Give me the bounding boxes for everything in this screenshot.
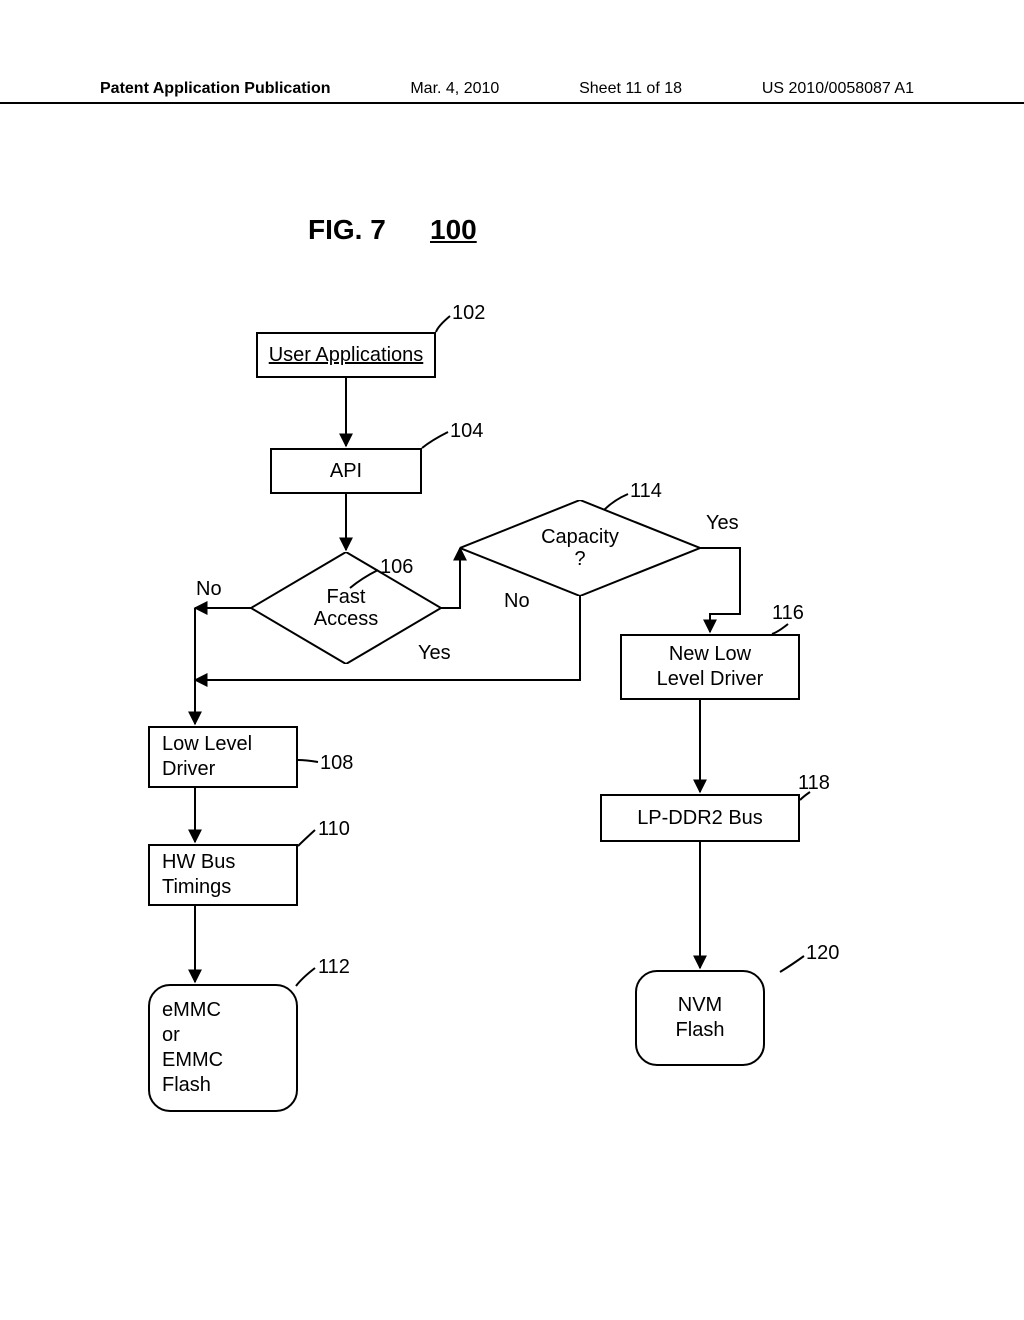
node-lpddr2-bus: LP-DDR2 Bus — [600, 794, 800, 842]
node-user-applications-label: User Applications — [269, 343, 424, 368]
node-new-low-level-driver: New Low Level Driver — [620, 634, 800, 700]
label-no-capacity: No — [504, 590, 530, 613]
header-publication: Patent Application Publication — [100, 80, 331, 98]
figure-title: FIG. 7 — [308, 214, 386, 246]
ref-118: 118 — [798, 772, 830, 795]
node-api-label: API — [330, 459, 362, 484]
ref-110: 110 — [318, 818, 350, 841]
header-date: Mar. 4, 2010 — [410, 80, 499, 98]
node-nvm-flash: NVM Flash — [635, 970, 765, 1066]
node-capacity: Capacity ? — [460, 500, 700, 596]
label-yes-capacity: Yes — [706, 512, 739, 535]
node-low-level-driver: Low Level Driver — [148, 726, 298, 788]
ref-102: 102 — [452, 302, 485, 325]
node-emmc-flash: eMMC or EMMC Flash — [148, 984, 298, 1112]
page-header: Patent Application Publication Mar. 4, 2… — [0, 80, 1024, 104]
node-nvm-flash-label: NVM Flash — [676, 993, 725, 1043]
ref-112: 112 — [318, 956, 350, 979]
node-user-applications: User Applications — [256, 332, 436, 378]
connectors — [0, 0, 1024, 1320]
figure-number: 100 — [430, 214, 477, 246]
node-hw-bus-timings: HW Bus Timings — [148, 844, 298, 906]
header-sheet: Sheet 11 of 18 — [579, 80, 682, 98]
node-new-low-level-driver-label: New Low Level Driver — [657, 642, 764, 692]
label-no-fast-access: No — [196, 578, 222, 601]
header-pubno: US 2010/0058087 A1 — [762, 80, 914, 98]
ref-106: 106 — [380, 556, 413, 579]
ref-120: 120 — [806, 942, 839, 965]
ref-108: 108 — [320, 752, 353, 775]
page: Patent Application Publication Mar. 4, 2… — [0, 0, 1024, 1320]
node-hw-bus-timings-label: HW Bus Timings — [162, 850, 235, 900]
node-api: API — [270, 448, 422, 494]
ref-114: 114 — [630, 480, 662, 503]
node-emmc-flash-label: eMMC or EMMC Flash — [162, 998, 223, 1098]
node-capacity-label: Capacity ? — [541, 526, 619, 570]
label-yes-fast-access: Yes — [418, 642, 451, 665]
ref-116: 116 — [772, 602, 804, 625]
node-low-level-driver-label: Low Level Driver — [162, 732, 252, 782]
ref-104: 104 — [450, 420, 483, 443]
node-lpddr2-bus-label: LP-DDR2 Bus — [637, 806, 763, 831]
node-fast-access-label: Fast Access — [314, 586, 378, 630]
